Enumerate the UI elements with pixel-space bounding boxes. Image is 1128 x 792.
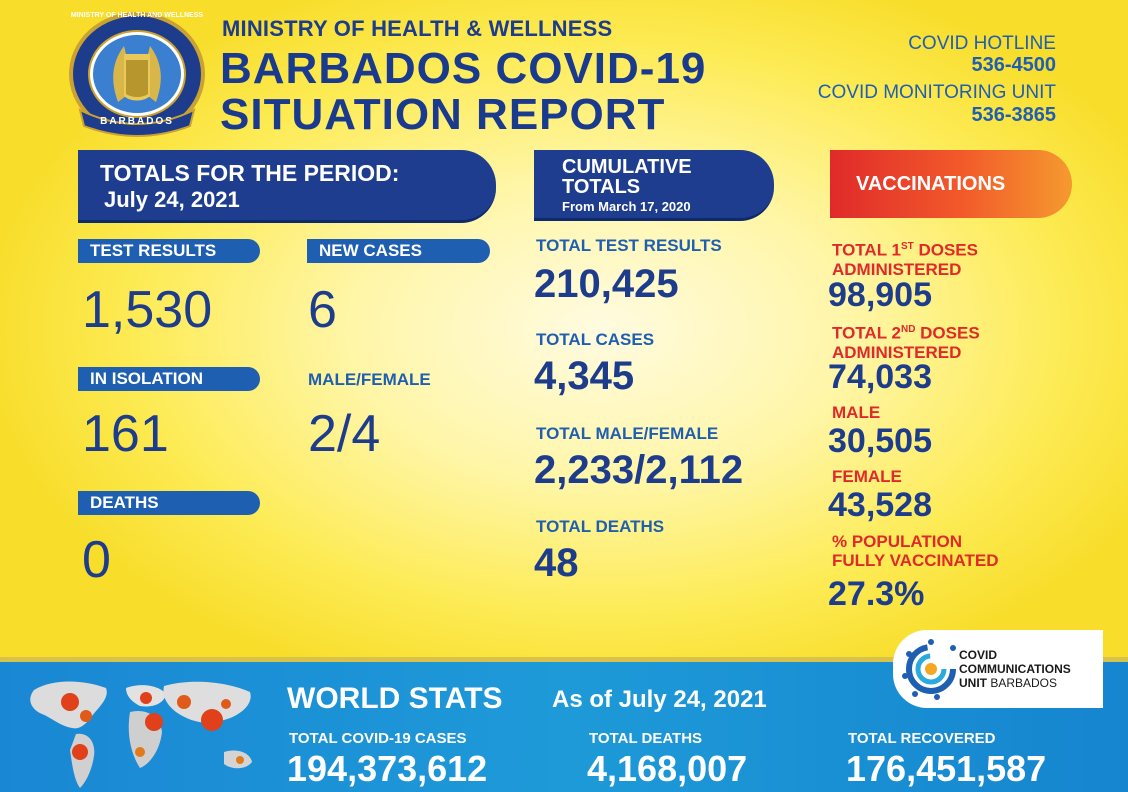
second-doses-label: TOTAL 2ND DOSES ADMINISTERED bbox=[832, 320, 980, 362]
monitoring-number: 536-3865 bbox=[971, 104, 1056, 126]
second-doses-label-sup: ND bbox=[900, 324, 916, 335]
report-title-line2: SITUATION REPORT bbox=[220, 90, 666, 139]
first-doses-label-a: TOTAL 1 bbox=[832, 240, 901, 260]
second-doses-label-b: DOSES bbox=[915, 323, 980, 343]
world-map-icon bbox=[14, 672, 276, 792]
hotline-label: COVID HOTLINE bbox=[908, 33, 1056, 54]
female-vaccinated-label: FEMALE bbox=[832, 467, 902, 486]
first-doses-label-b: DOSES bbox=[913, 240, 978, 260]
ccu-line1: COVID bbox=[959, 648, 998, 662]
total-deaths-value: 48 bbox=[534, 541, 579, 585]
ministry-seal-logo: BARBADOS MINISTRY OF HEALTH AND WELLNESS bbox=[66, 10, 208, 142]
total-test-results-label: TOTAL TEST RESULTS bbox=[536, 236, 722, 255]
cumulative-title-line2: TOTALS bbox=[562, 176, 641, 198]
period-banner: TOTALS FOR THE PERIOD: July 24, 2021 bbox=[78, 150, 496, 223]
cumulative-banner: CUMULATIVE TOTALS From March 17, 2020 bbox=[534, 150, 774, 221]
deaths-value: 0 bbox=[82, 531, 111, 589]
pct-label-line2: FULLY VACCINATED bbox=[832, 551, 999, 570]
ccu-line3: UNIT BARBADOS bbox=[959, 676, 1071, 690]
ccu-text: COVID COMMUNICATIONS UNIT BARBADOS bbox=[959, 648, 1071, 690]
world-stats-title: WORLD STATS bbox=[287, 682, 503, 715]
hotline-number: 536-4500 bbox=[971, 54, 1056, 76]
cumulative-title-line1: CUMULATIVE bbox=[562, 156, 692, 178]
total-cases-value: 4,345 bbox=[534, 354, 635, 398]
seal-top-text: MINISTRY OF HEALTH AND WELLNESS bbox=[70, 12, 204, 19]
total-male-female-value: 2,233/2,112 bbox=[534, 448, 744, 492]
covid-communications-unit-logo: COVID COMMUNICATIONS UNIT BARBADOS bbox=[893, 630, 1103, 708]
deaths-label: DEATHS bbox=[78, 491, 260, 515]
total-cases-label: TOTAL CASES bbox=[536, 330, 655, 349]
isolation-label: IN ISOLATION bbox=[78, 367, 260, 391]
total-male-female-label: TOTAL MALE/FEMALE bbox=[536, 424, 719, 443]
second-doses-value: 74,033 bbox=[828, 358, 932, 396]
world-cases-value: 194,373,612 bbox=[287, 748, 488, 789]
new-cases-label: NEW CASES bbox=[307, 239, 490, 263]
pct-label-line1: % POPULATION bbox=[832, 532, 963, 551]
world-recovered-label: TOTAL RECOVERED bbox=[848, 730, 996, 747]
world-cases-label: TOTAL COVID-19 CASES bbox=[289, 730, 467, 747]
isolation-value: 161 bbox=[82, 405, 169, 463]
total-test-results-value: 210,425 bbox=[534, 262, 679, 306]
monitoring-label: COVID MONITORING UNIT bbox=[817, 82, 1056, 103]
test-results-label: TEST RESULTS bbox=[78, 239, 260, 263]
total-deaths-label: TOTAL DEATHS bbox=[536, 517, 665, 536]
male-vaccinated-label: MALE bbox=[832, 403, 881, 422]
period-date: July 24, 2021 bbox=[104, 187, 240, 212]
world-stats-date: As of July 24, 2021 bbox=[552, 686, 767, 713]
world-deaths-value: 4,168,007 bbox=[587, 748, 748, 789]
ccu-line3-bold: UNIT bbox=[959, 676, 987, 690]
period-title: TOTALS FOR THE PERIOD: bbox=[100, 160, 400, 186]
pct-vaccinated-label: % POPULATION FULLY VACCINATED bbox=[832, 532, 999, 570]
world-deaths-label: TOTAL DEATHS bbox=[589, 730, 703, 747]
ccu-line2: COMMUNICATIONS bbox=[959, 662, 1071, 676]
female-vaccinated-value: 43,528 bbox=[828, 486, 932, 524]
new-cases-value: 6 bbox=[308, 281, 337, 339]
report-title-line1: BARBADOS COVID-19 bbox=[220, 44, 707, 93]
vaccinations-title: VACCINATIONS bbox=[856, 173, 1006, 195]
male-female-value: 2/4 bbox=[308, 405, 381, 463]
pct-vaccinated-value: 27.3% bbox=[828, 575, 925, 613]
virus-c-icon bbox=[901, 638, 961, 700]
seal-bottom-text: BARBADOS bbox=[100, 116, 174, 127]
first-doses-label: TOTAL 1ST DOSES ADMINISTERED bbox=[832, 237, 978, 279]
ministry-name: MINISTRY OF HEALTH & WELLNESS bbox=[222, 16, 613, 41]
cumulative-subtitle: From March 17, 2020 bbox=[562, 199, 691, 214]
first-doses-label-c: ADMINISTERED bbox=[832, 259, 962, 279]
second-doses-label-c: ADMINISTERED bbox=[832, 342, 962, 362]
first-doses-value: 98,905 bbox=[828, 276, 932, 314]
world-recovered-value: 176,451,587 bbox=[846, 748, 1047, 789]
first-doses-label-sup: ST bbox=[900, 241, 914, 252]
male-vaccinated-value: 30,505 bbox=[828, 422, 932, 460]
ccu-line3-rest: BARBADOS bbox=[987, 676, 1058, 690]
second-doses-label-a: TOTAL 2 bbox=[832, 323, 901, 343]
male-female-label: MALE/FEMALE bbox=[308, 370, 431, 389]
vaccinations-banner: VACCINATIONS bbox=[830, 150, 1072, 218]
test-results-value: 1,530 bbox=[82, 281, 213, 339]
